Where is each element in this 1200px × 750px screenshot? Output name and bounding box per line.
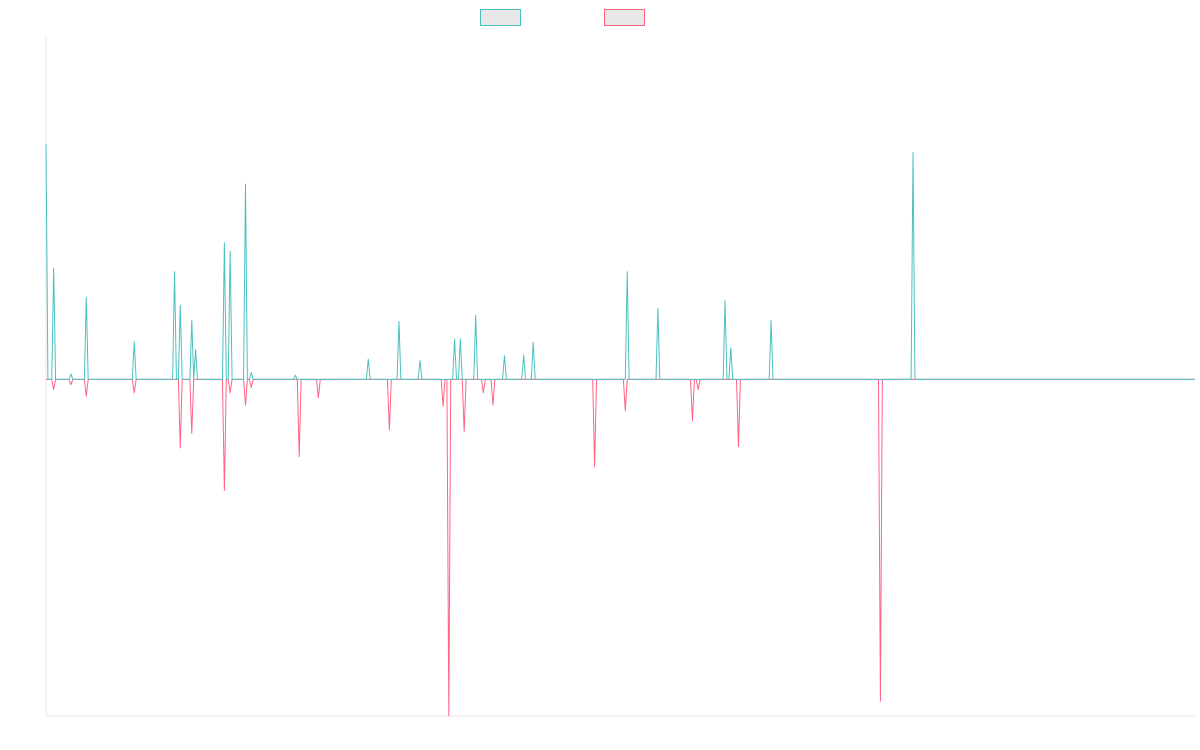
- series-line-1: [45, 143, 1195, 380]
- axes: [45, 36, 1195, 717]
- series-line-2: [46, 378, 1195, 717]
- legend-swatch-1[interactable]: [480, 9, 521, 26]
- legend: [480, 9, 645, 26]
- series-group: [45, 143, 1195, 717]
- legend-swatch-2[interactable]: [604, 9, 645, 26]
